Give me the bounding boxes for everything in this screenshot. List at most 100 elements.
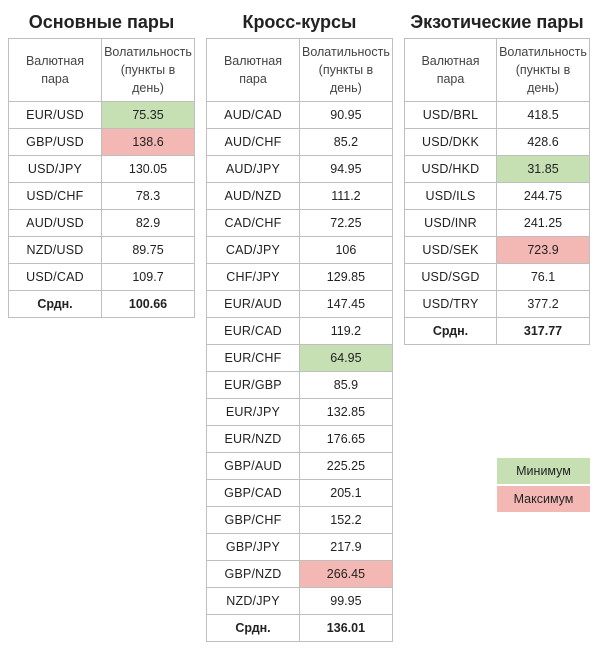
average-label: Срдн. xyxy=(206,614,300,642)
pair-cell: EUR/GBP xyxy=(206,371,300,399)
average-row: Срдн. 317.77 xyxy=(404,317,590,345)
pair-cell: GBP/AUD xyxy=(206,452,300,480)
table-row: USD/TRY 377.2 xyxy=(404,290,590,318)
pair-cell: USD/JPY xyxy=(8,155,102,183)
column-header-volatility: Волатильность (пункты в день) xyxy=(496,38,590,102)
volatility-cell: 85.9 xyxy=(299,371,393,399)
table-row: EUR/USD 75.35 xyxy=(8,101,195,129)
volatility-cell: 64.95 xyxy=(299,344,393,372)
average-value: 136.01 xyxy=(299,614,393,642)
table-row: AUD/NZD 111.2 xyxy=(206,182,393,210)
volatility-cell: 119.2 xyxy=(299,317,393,345)
volatility-cell: 138.6 xyxy=(101,128,195,156)
column-header-pair: Валютная пара xyxy=(8,38,102,102)
table-row: USD/BRL 418.5 xyxy=(404,101,590,129)
volatility-cell: 75.35 xyxy=(101,101,195,129)
volatility-cell: 377.2 xyxy=(496,290,590,318)
volatility-cell: 78.3 xyxy=(101,182,195,210)
volatility-cell: 90.95 xyxy=(299,101,393,129)
volatility-cell: 129.85 xyxy=(299,263,393,291)
table-row: USD/INR 241.25 xyxy=(404,209,590,237)
pair-cell: USD/INR xyxy=(404,209,497,237)
legend-maximum: Максимум xyxy=(497,486,590,512)
table-row: USD/HKD 31.85 xyxy=(404,155,590,183)
pair-cell: USD/ILS xyxy=(404,182,497,210)
table-row: GBP/CAD 205.1 xyxy=(206,479,393,507)
pair-cell: GBP/CAD xyxy=(206,479,300,507)
average-label: Срдн. xyxy=(8,290,102,318)
table-row: AUD/USD 82.9 xyxy=(8,209,195,237)
volatility-cell: 723.9 xyxy=(496,236,590,264)
pair-cell: EUR/USD xyxy=(8,101,102,129)
volatility-cell: 85.2 xyxy=(299,128,393,156)
table-row: EUR/CAD 119.2 xyxy=(206,317,393,345)
pair-cell: NZD/USD xyxy=(8,236,102,264)
column-header-pair: Валютная пара xyxy=(206,38,300,102)
pair-cell: USD/HKD xyxy=(404,155,497,183)
table-row: USD/CHF 78.3 xyxy=(8,182,195,210)
table-row: USD/ILS 244.75 xyxy=(404,182,590,210)
table-row: GBP/NZD 266.45 xyxy=(206,560,393,588)
table-row: EUR/CHF 64.95 xyxy=(206,344,393,372)
volatility-cell: 217.9 xyxy=(299,533,393,561)
table-row: NZD/USD 89.75 xyxy=(8,236,195,264)
volatility-cell: 132.85 xyxy=(299,398,393,426)
average-label: Срдн. xyxy=(404,317,497,345)
table-cross-rates: Кросс-курсы Валютная пара Волатильность … xyxy=(206,6,393,642)
pair-cell: CAD/JPY xyxy=(206,236,300,264)
average-row: Срдн. 136.01 xyxy=(206,614,393,642)
table-row: GBP/USD 138.6 xyxy=(8,128,195,156)
average-row: Срдн. 100.66 xyxy=(8,290,195,318)
pair-cell: AUD/CAD xyxy=(206,101,300,129)
volatility-cell: 266.45 xyxy=(299,560,393,588)
volatility-cell: 109.7 xyxy=(101,263,195,291)
volatility-cell: 147.45 xyxy=(299,290,393,318)
data-table: Валютная пара Волатильность (пункты в де… xyxy=(404,38,590,345)
pair-cell: USD/BRL xyxy=(404,101,497,129)
volatility-cell: 111.2 xyxy=(299,182,393,210)
data-table: Валютная пара Волатильность (пункты в де… xyxy=(206,38,393,642)
pair-cell: AUD/NZD xyxy=(206,182,300,210)
volatility-cell: 225.25 xyxy=(299,452,393,480)
table-row: EUR/GBP 85.9 xyxy=(206,371,393,399)
volatility-cell: 152.2 xyxy=(299,506,393,534)
table-title: Кросс-курсы xyxy=(242,12,357,32)
pair-cell: EUR/JPY xyxy=(206,398,300,426)
data-table: Валютная пара Волатильность (пункты в де… xyxy=(8,38,195,318)
table-row: EUR/AUD 147.45 xyxy=(206,290,393,318)
pair-cell: AUD/CHF xyxy=(206,128,300,156)
table-row: USD/DKK 428.6 xyxy=(404,128,590,156)
volatility-cell: 205.1 xyxy=(299,479,393,507)
table-row: GBP/CHF 152.2 xyxy=(206,506,393,534)
volatility-cell: 176.65 xyxy=(299,425,393,453)
volatility-cell: 418.5 xyxy=(496,101,590,129)
volatility-cell: 130.05 xyxy=(101,155,195,183)
pair-cell: CAD/CHF xyxy=(206,209,300,237)
table-row: NZD/JPY 99.95 xyxy=(206,587,393,615)
volatility-cell: 82.9 xyxy=(101,209,195,237)
table-row: USD/CAD 109.7 xyxy=(8,263,195,291)
pair-cell: USD/SGD xyxy=(404,263,497,291)
pair-cell: EUR/AUD xyxy=(206,290,300,318)
table-row: USD/JPY 130.05 xyxy=(8,155,195,183)
pair-cell: USD/DKK xyxy=(404,128,497,156)
table-row: USD/SEK 723.9 xyxy=(404,236,590,264)
pair-cell: EUR/CAD xyxy=(206,317,300,345)
pair-cell: GBP/CHF xyxy=(206,506,300,534)
table-major-pairs: Основные пары Валютная пара Волатильност… xyxy=(8,6,195,318)
pair-cell: CHF/JPY xyxy=(206,263,300,291)
table-row: EUR/NZD 176.65 xyxy=(206,425,393,453)
volatility-cell: 428.6 xyxy=(496,128,590,156)
table-row: AUD/JPY 94.95 xyxy=(206,155,393,183)
average-value: 317.77 xyxy=(496,317,590,345)
table-title: Экзотические пары xyxy=(410,12,584,32)
table-row: EUR/JPY 132.85 xyxy=(206,398,393,426)
pair-cell: USD/CHF xyxy=(8,182,102,210)
pair-cell: GBP/NZD xyxy=(206,560,300,588)
table-exotic-pairs: Экзотические пары Валютная пара Волатиль… xyxy=(404,6,590,345)
pair-cell: NZD/JPY xyxy=(206,587,300,615)
pair-cell: EUR/NZD xyxy=(206,425,300,453)
table-row: AUD/CHF 85.2 xyxy=(206,128,393,156)
pair-cell: USD/CAD xyxy=(8,263,102,291)
table-row: USD/SGD 76.1 xyxy=(404,263,590,291)
